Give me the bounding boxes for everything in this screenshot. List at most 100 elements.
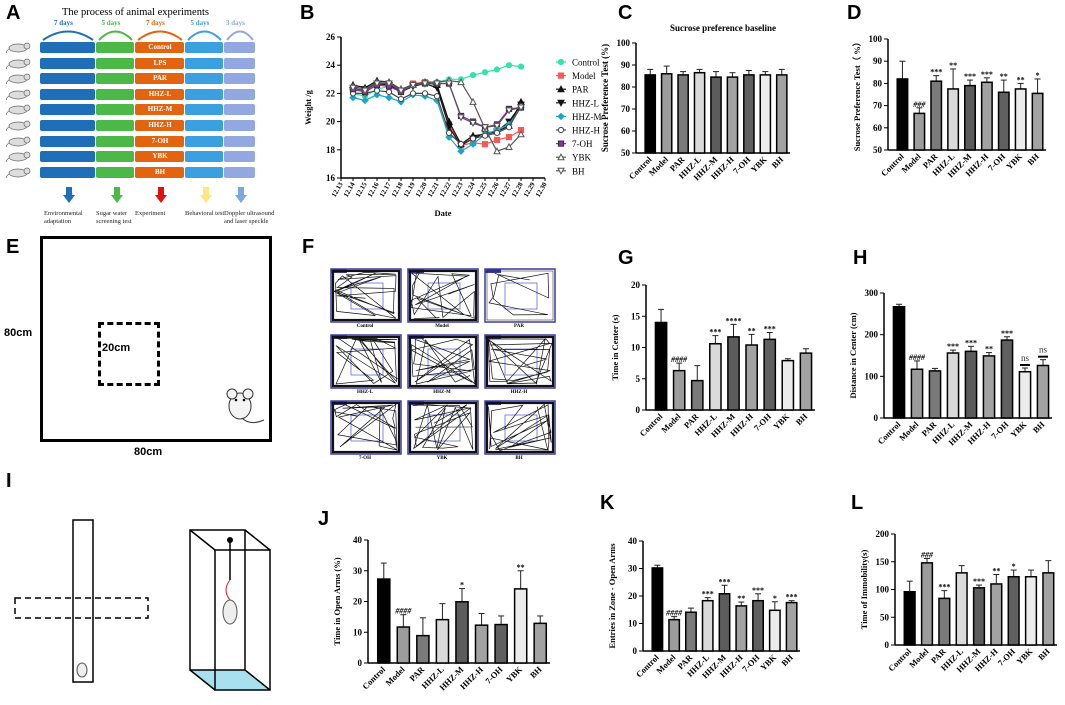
significance-label: ### xyxy=(920,550,934,559)
data-point xyxy=(517,104,525,112)
y-axis-label: Sucrose Preference Test（ %） xyxy=(852,38,862,152)
bar-bh xyxy=(1042,572,1055,646)
y-tick-label: 30 xyxy=(628,564,638,574)
down-arrow-icon xyxy=(235,187,247,203)
track-plot-label: HHZ-L xyxy=(356,390,374,395)
phase-duration: 5 days xyxy=(101,19,121,27)
data-point xyxy=(469,71,477,79)
bar-hhz-m xyxy=(710,76,722,154)
panel-label-k: K xyxy=(600,492,615,514)
bar-par xyxy=(684,611,697,652)
bar-model xyxy=(672,369,686,411)
data-point xyxy=(457,141,465,148)
y-tick-label: 18 xyxy=(326,145,336,155)
arrow-shape xyxy=(110,187,123,203)
x-tick-label: YBK xyxy=(771,411,791,431)
significance-label: #### xyxy=(394,607,412,616)
track-plot xyxy=(330,268,402,323)
significance-label: #### xyxy=(908,353,926,362)
timeline-segment xyxy=(135,42,184,53)
phase-arc xyxy=(187,30,222,41)
movement-track xyxy=(410,271,475,319)
legend-marker xyxy=(557,126,565,134)
data-point xyxy=(505,142,513,150)
significance-label: * xyxy=(1036,71,1040,80)
arrow-shape xyxy=(235,187,247,203)
down-arrow-icon xyxy=(63,187,75,203)
rat-head xyxy=(23,73,31,81)
y-tick-label: 200 xyxy=(865,330,879,340)
bar-par xyxy=(677,74,689,154)
y-tick-label: 30 xyxy=(353,566,363,576)
bar-hhz-l xyxy=(955,572,968,646)
timeline-segment xyxy=(40,73,95,85)
y-tick-label: 10 xyxy=(631,343,641,353)
x-tick-label: Model xyxy=(897,419,921,443)
track-plot-label: HHZ-H xyxy=(510,390,528,395)
timeline-segment xyxy=(40,57,95,69)
timeline-segment xyxy=(224,135,255,147)
legend-label: YBK xyxy=(572,153,592,163)
y-tick-label: 24 xyxy=(326,60,336,70)
y-tick-label: 0 xyxy=(633,646,638,656)
data-point xyxy=(433,80,441,88)
significance-label: **** xyxy=(726,316,742,325)
x-tick-label: Model xyxy=(659,411,683,435)
arrow-shape xyxy=(155,187,167,203)
tail-suspension-box xyxy=(189,529,271,691)
y-tick-label: 26 xyxy=(326,32,336,42)
significance-label: *** xyxy=(938,583,950,592)
rat-tail xyxy=(5,48,10,53)
movement-track xyxy=(333,271,397,319)
group-label: HHZ-H xyxy=(148,121,172,129)
group-label: HHZ-M xyxy=(147,105,173,114)
x-tick-label: YBK xyxy=(1004,151,1024,171)
bar-hhz-m xyxy=(727,336,740,411)
legend-label: 7-OH xyxy=(572,139,593,149)
data-point xyxy=(373,91,381,99)
data-point xyxy=(349,84,357,92)
bar-bh xyxy=(799,352,813,411)
data-point xyxy=(481,69,489,76)
rat-head xyxy=(23,58,31,65)
x-tick-label: 7-OH xyxy=(731,154,753,176)
y-axis-label: Sucrose Preference Test (%) xyxy=(600,44,610,152)
arrow-shape xyxy=(199,187,212,203)
data-point xyxy=(409,90,417,97)
panel-label-g: G xyxy=(618,247,634,269)
y-tick-label: 100 xyxy=(865,371,879,381)
track-plot xyxy=(484,268,556,323)
data-point xyxy=(457,78,465,86)
panel-a-title: The process of animal experiments xyxy=(62,7,209,18)
timeline-segment xyxy=(96,120,134,131)
bar-bh xyxy=(1031,92,1044,151)
rat-tail xyxy=(5,126,10,131)
timeline-segment xyxy=(135,135,184,147)
outer-square xyxy=(40,236,272,442)
y-tick-label: 10 xyxy=(628,619,638,629)
bar-control xyxy=(376,578,391,664)
bar-bh xyxy=(785,601,798,652)
x-tick-label: 7-OH xyxy=(996,646,1018,668)
rat-head xyxy=(23,167,31,175)
y-tick-label: 16 xyxy=(326,173,336,183)
y-tick-label: 0 xyxy=(636,405,641,415)
timeline-segment xyxy=(96,166,134,178)
data-point xyxy=(481,124,489,132)
movement-track xyxy=(335,337,398,385)
track-plot-label: Control xyxy=(356,324,374,329)
elevated-plus-maze xyxy=(14,519,149,683)
data-point xyxy=(493,129,501,136)
timeline-segment xyxy=(185,135,223,147)
data-point xyxy=(397,87,405,95)
significance-label: ** xyxy=(737,594,745,603)
y-tick-label: 90 xyxy=(873,56,883,66)
x-tick-label: BH xyxy=(528,664,544,680)
perimeter-track xyxy=(331,269,401,322)
bar-bh xyxy=(1036,364,1050,419)
rat-icon xyxy=(5,42,31,53)
significance-label: *** xyxy=(930,68,942,77)
data-point xyxy=(493,66,501,73)
rat-icon xyxy=(5,151,31,163)
